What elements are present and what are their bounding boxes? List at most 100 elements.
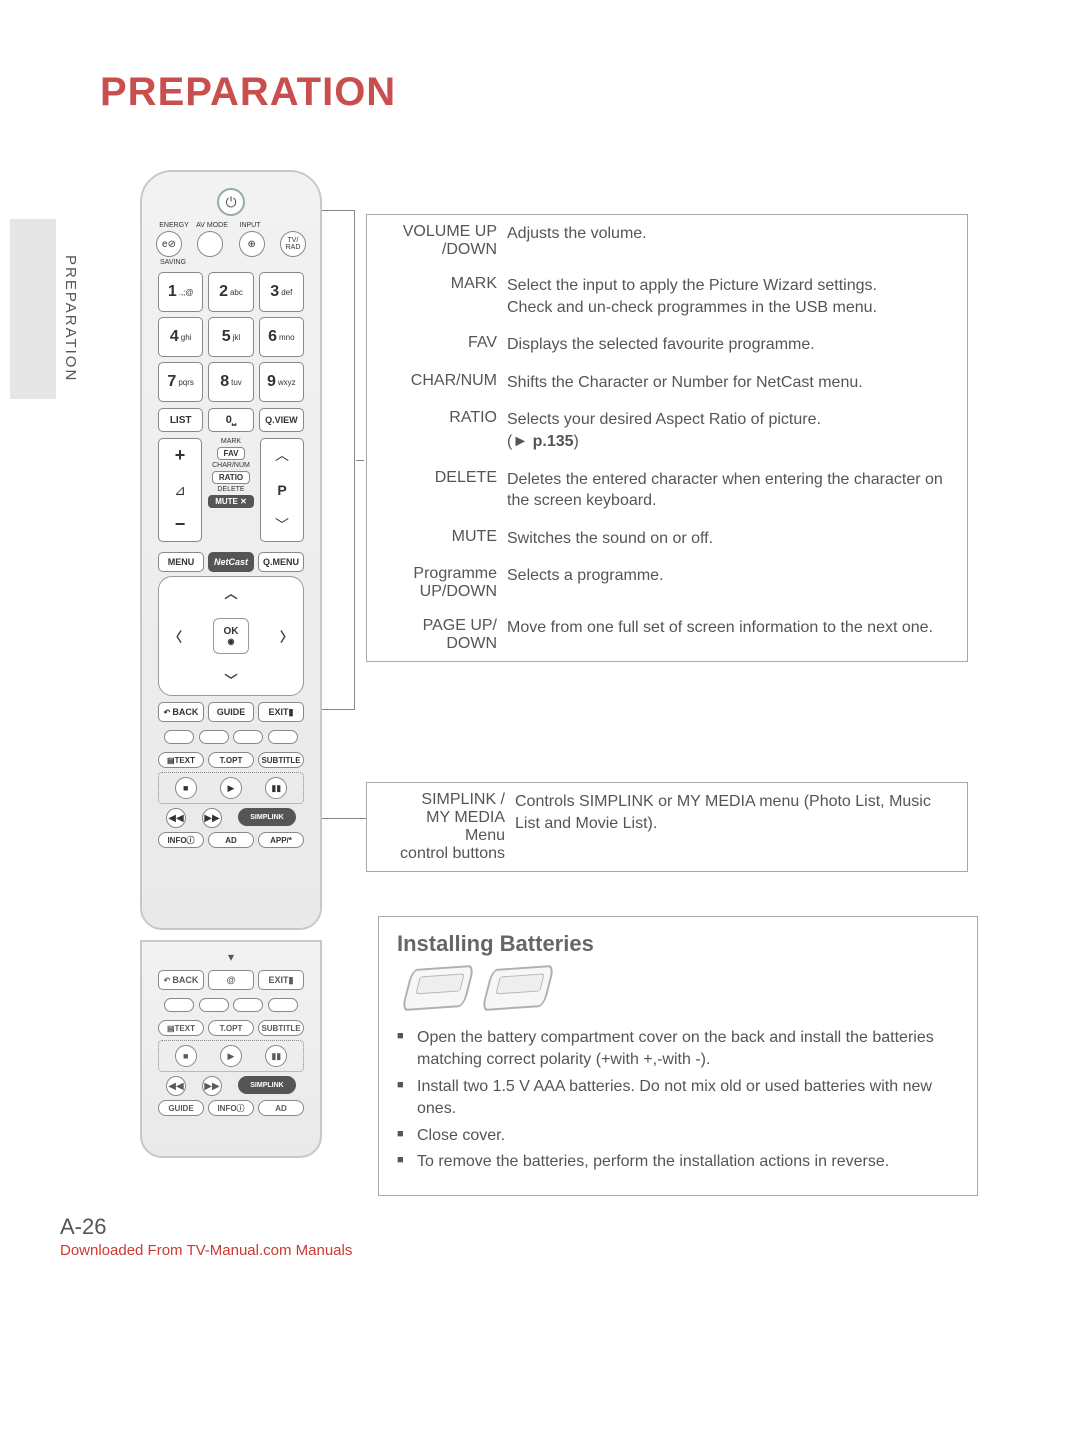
charnum-label: CHAR/NUM — [212, 462, 250, 469]
connector-line — [356, 460, 364, 461]
install-title: Installing Batteries — [397, 931, 959, 957]
desc-label: CHAR/NUM — [377, 372, 497, 394]
back-button: ↶BACK — [158, 970, 204, 990]
saving-label: SAVING — [160, 259, 302, 266]
topt-button: T.OPT — [208, 752, 254, 768]
page-number: A-26 — [60, 1214, 106, 1240]
desc-text: Selects your desired Aspect Ratio of pic… — [507, 409, 957, 452]
simplink-label-3: Menu — [377, 827, 505, 845]
qmenu-button: Q.MENU — [258, 552, 304, 572]
dpad: ︿ ﹀ 〈 〉 OK◉ — [158, 576, 304, 696]
zero-button: 0⎵ — [208, 408, 253, 432]
topt-button: T.OPT — [208, 1020, 254, 1036]
label-avmode: AV MODE — [194, 222, 230, 229]
num-3: 3def — [259, 272, 304, 312]
ok-button: OK◉ — [213, 618, 249, 654]
dpad-up: ︿ — [224, 583, 237, 602]
label-tvrad — [270, 222, 306, 229]
button-description-table: VOLUME UP /DOWNAdjusts the volume.MARKSe… — [366, 214, 968, 662]
ad-button: AD — [258, 1100, 304, 1116]
subtitle-button: SUBTITLE — [258, 1020, 304, 1036]
install-steps: Open the battery compartment cover on th… — [397, 1027, 959, 1173]
input-button: ⊕ — [239, 231, 265, 257]
back-button: ↶BACK — [158, 702, 204, 722]
install-step: Install two 1.5 V AAA batteries. Do not … — [397, 1076, 959, 1121]
menu-button: MENU — [158, 552, 204, 572]
desc-label: Programme UP/DOWN — [377, 565, 497, 601]
remote-illustration: ⏻ ENERGY AV MODE INPUT e⊘ ⊕ TV/RAD SAVIN… — [140, 170, 322, 930]
ratio-button: RATIO — [212, 471, 250, 484]
continuation-arrow: ▾ — [150, 950, 312, 964]
at-button: @ — [208, 970, 254, 990]
install-step: To remove the batteries, perform the ins… — [397, 1151, 959, 1173]
colour-buttons — [164, 998, 298, 1012]
simplink-description: SIMPLINK / MY MEDIA Menu control buttons… — [366, 782, 968, 872]
pause-button: ▮▮ — [265, 777, 287, 799]
num-1: 1.,;@ — [158, 272, 203, 312]
exit-button: EXIT ▮ — [258, 702, 304, 722]
text-button: ▤TEXT — [158, 1020, 204, 1036]
tvrad-button: TV/RAD — [280, 231, 306, 257]
text-button: ▤TEXT — [158, 752, 204, 768]
dpad-left: 〈 — [169, 627, 182, 646]
num-5: 5jkl — [208, 317, 253, 357]
simplink-label-2: MY MEDIA — [377, 809, 505, 827]
install-step: Close cover. — [397, 1125, 959, 1147]
desc-text: Switches the sound on or off. — [507, 528, 957, 550]
desc-text: Adjusts the volume. — [507, 223, 957, 259]
info-button: INFOⓘ — [158, 832, 204, 848]
label-energy: ENERGY — [156, 222, 192, 229]
stop-button: ■ — [175, 777, 197, 799]
exit-button: EXIT ▮ — [258, 970, 304, 990]
install-step: Open the battery compartment cover on th… — [397, 1027, 959, 1072]
desc-label: FAV — [377, 334, 497, 356]
programme-rocker: ︿ P ﹀ — [260, 438, 304, 542]
num-6: 6mno — [259, 317, 304, 357]
remote-illustration-alt: ▾ ↶BACK @ EXIT ▮ ▤TEXT T.OPT SUBTITLE ■ … — [140, 940, 322, 1158]
app-button: APP/* — [258, 832, 304, 848]
power-button: ⏻ — [217, 188, 245, 216]
playback-group: ■ ▶ ▮▮ — [158, 1040, 304, 1072]
num-2: 2abc — [208, 272, 253, 312]
pause-button: ▮▮ — [265, 1045, 287, 1067]
desc-label: MARK — [377, 275, 497, 318]
playback-group: ■ ▶ ▮▮ — [158, 772, 304, 804]
desc-text: Select the input to apply the Picture Wi… — [507, 275, 957, 318]
num-4: 4ghi — [158, 317, 203, 357]
list-button: LIST — [158, 408, 203, 432]
desc-label: RATIO — [377, 409, 497, 452]
info-button: INFOⓘ — [208, 1100, 254, 1116]
avmode-button — [197, 231, 223, 257]
num-7: 7pqrs — [158, 362, 203, 402]
label-input: INPUT — [232, 222, 268, 229]
desc-label: PAGE UP/ DOWN — [377, 617, 497, 653]
mark-label: MARK — [221, 438, 241, 445]
fav-button: FAV — [217, 447, 246, 460]
simplink-button: SIMPLINK — [238, 1076, 296, 1094]
desc-text: Move from one full set of screen informa… — [507, 617, 957, 653]
netcast-button: NetCast — [208, 552, 254, 572]
desc-text: Deletes the entered character when enter… — [507, 469, 957, 512]
num-9: 9wxyz — [259, 362, 304, 402]
simplink-button: SIMPLINK — [238, 808, 296, 826]
delete-label: DELETE — [217, 486, 244, 493]
qview-button: Q.VIEW — [259, 408, 304, 432]
rew-button: ◀◀ — [166, 1076, 186, 1096]
ff-button: ▶▶ — [202, 1076, 222, 1096]
dpad-right: 〉 — [280, 627, 293, 646]
desc-text: Shifts the Character or Number for NetCa… — [507, 372, 957, 394]
subtitle-button: SUBTITLE — [258, 752, 304, 768]
simplink-label-1: SIMPLINK / — [377, 791, 505, 809]
rew-button: ◀◀ — [166, 808, 186, 828]
side-tab — [10, 219, 56, 399]
mute-button: MUTE ✕ — [208, 495, 254, 508]
side-tab-label: PREPARATION — [62, 255, 79, 382]
guide-button: GUIDE — [208, 702, 254, 722]
ad-button: AD — [208, 832, 254, 848]
number-pad: 1.,;@2abc3def 4ghi5jkl6mno 7pqrs8tuv9wxyz — [158, 272, 304, 402]
num-8: 8tuv — [208, 362, 253, 402]
energy-button: e⊘ — [156, 231, 182, 257]
simplink-text: Controls SIMPLINK or MY MEDIA menu (Phot… — [515, 791, 957, 863]
desc-label: MUTE — [377, 528, 497, 550]
desc-label: VOLUME UP /DOWN — [377, 223, 497, 259]
